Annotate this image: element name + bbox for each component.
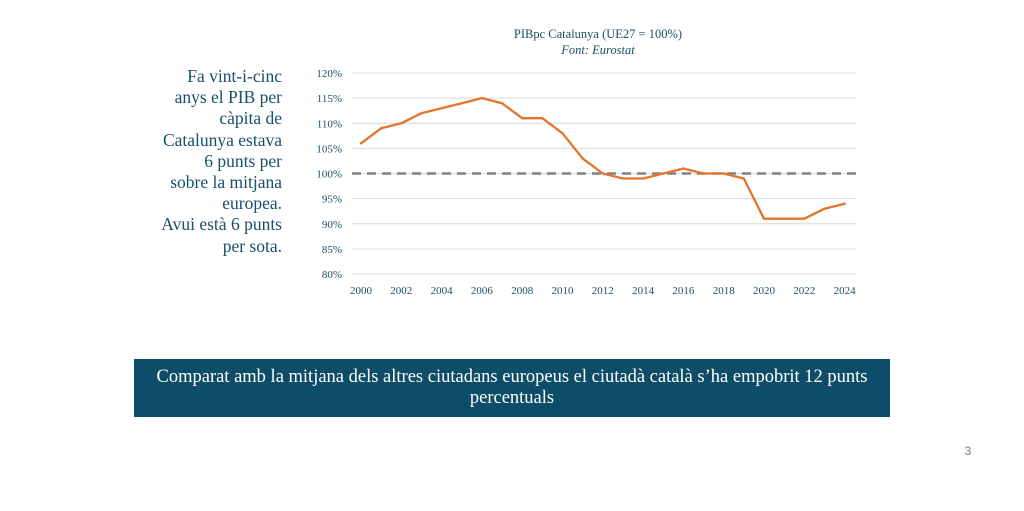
data-point: [662, 172, 665, 175]
data-point: [359, 142, 363, 145]
data-point: [722, 172, 725, 175]
x-tick-label: 2018: [713, 285, 736, 297]
side-text-line: Catalunya estava: [162, 129, 282, 150]
data-point: [561, 132, 564, 135]
y-tick-label: 100%: [316, 169, 342, 181]
page-number: 3: [964, 444, 972, 458]
data-point: [803, 217, 806, 220]
data-point: [682, 167, 685, 170]
conclusion-banner: Comparat amb la mitjana dels altres ciut…: [134, 359, 890, 417]
x-tick-label: 2020: [753, 285, 776, 297]
side-text: Fa vint-i-cinc anys el PIB per càpita de…: [128, 66, 282, 257]
x-tick-label: 2008: [511, 285, 534, 297]
side-text-line: per sota.: [222, 235, 282, 256]
side-text-line: Fa vint-i-cinc: [187, 66, 282, 86]
data-point: [702, 172, 705, 175]
data-point: [601, 172, 604, 175]
data-point: [500, 101, 504, 105]
y-tick-label: 85%: [322, 244, 342, 256]
chart-title: PIBpc Catalunya (UE27 = 100%): [513, 27, 683, 41]
y-tick-label: 115%: [317, 93, 342, 105]
side-text-line: anys el PIB per: [174, 87, 282, 108]
data-point: [480, 96, 484, 100]
y-tick-label: 90%: [322, 219, 342, 231]
x-tick-label: 2004: [431, 285, 454, 297]
y-tick-label: 95%: [322, 194, 342, 206]
side-text-line: 6 punts per: [204, 150, 282, 171]
data-point: [782, 217, 786, 220]
y-tick-label: 110%: [317, 118, 342, 130]
data-point: [641, 177, 645, 180]
x-tick-label: 2000: [350, 285, 373, 297]
y-tick-label: 120%: [316, 68, 342, 80]
side-text-line: càpita de: [219, 108, 282, 129]
chart-subtitle: Font: Eurostat: [561, 43, 635, 57]
data-point: [379, 127, 383, 130]
x-tick-label: 2016: [672, 285, 695, 297]
data-point: [420, 112, 423, 115]
data-point: [621, 177, 625, 180]
x-tick-label: 2022: [793, 285, 815, 297]
x-tick-label: 2014: [632, 285, 655, 297]
x-tick-label: 2010: [552, 285, 575, 297]
conclusion-text: Comparat amb la mitjana dels altres ciut…: [156, 367, 868, 408]
y-tick-label: 105%: [316, 143, 342, 155]
side-text-line: Avui està 6 punts: [161, 214, 282, 235]
data-point: [762, 217, 766, 220]
side-text-line: europea.: [222, 193, 282, 214]
data-point: [521, 117, 524, 120]
x-tick-label: 2006: [471, 285, 494, 297]
side-text-line: sobre la mitjana: [170, 172, 282, 193]
data-point: [400, 122, 403, 125]
data-point: [742, 177, 746, 180]
data-point: [823, 207, 826, 210]
data-point: [843, 202, 846, 205]
y-tick-label: 80%: [322, 269, 342, 281]
data-point: [440, 106, 443, 110]
x-tick-label: 2024: [834, 285, 857, 297]
series-line: [359, 96, 846, 220]
data-point: [581, 157, 584, 160]
x-tick-label: 2012: [592, 285, 614, 297]
data-point: [460, 101, 463, 105]
x-tick-label: 2002: [390, 285, 412, 297]
data-point: [541, 117, 544, 120]
